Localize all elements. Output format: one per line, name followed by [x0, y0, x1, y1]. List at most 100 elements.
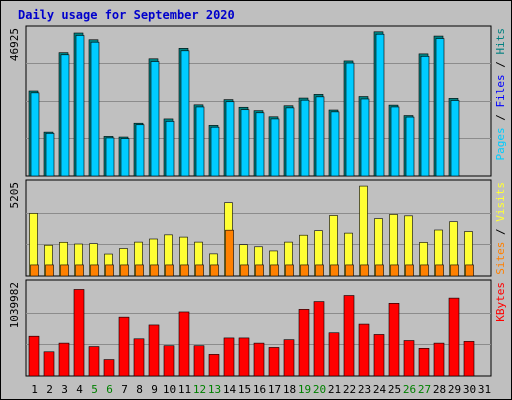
bar-sites-day-8 [135, 264, 144, 277]
bar-kbytes-day-3 [58, 342, 70, 377]
bar-files-day-29 [450, 100, 460, 177]
x-tick-day-26: 26 [403, 383, 416, 396]
bar-sites-day-25 [390, 264, 399, 277]
bar-sites-day-28 [435, 264, 444, 277]
x-tick-day-16: 16 [253, 383, 266, 396]
x-tick-day-18: 18 [283, 383, 296, 396]
bar-kbytes-day-17 [268, 347, 280, 377]
bar-kbytes-day-16 [253, 342, 265, 377]
bar-sites-day-9 [150, 264, 159, 277]
bar-kbytes-day-5 [88, 346, 100, 377]
x-tick-day-4: 4 [76, 383, 83, 396]
bar-files-day-9 [150, 61, 160, 177]
bar-kbytes-day-20 [313, 301, 325, 377]
bar-files-day-17 [270, 118, 280, 177]
bar-files-day-18 [285, 107, 295, 177]
chart-title: Daily usage for September 2020 [18, 8, 235, 22]
bar-files-day-14 [225, 101, 235, 177]
bar-sites-day-15 [240, 264, 249, 277]
bar-kbytes-day-1 [28, 335, 40, 377]
bar-sites-day-10 [165, 264, 174, 277]
legend-entry-kbytes-0: KBytes [494, 282, 507, 322]
bar-files-day-4 [75, 35, 85, 177]
legend-entry-hits-files-pages-1: / [494, 108, 507, 128]
x-tick-day-19: 19 [298, 383, 311, 396]
x-tick-day-31: 31 [478, 383, 491, 396]
panel-kbytes: 1039982 KBytes [8, 279, 507, 377]
bar-files-day-20 [315, 96, 325, 177]
bar-kbytes-day-12 [193, 345, 205, 377]
x-tick-day-11: 11 [178, 383, 191, 396]
bar-files-day-11 [180, 50, 190, 177]
x-tick-day-24: 24 [373, 383, 387, 396]
bar-sites-day-4 [75, 264, 84, 277]
bar-sites-day-16 [255, 264, 264, 277]
bar-kbytes-day-14 [223, 337, 235, 377]
bar-sites-day-22 [345, 264, 354, 277]
x-tick-day-21: 21 [328, 383, 341, 396]
bar-sites-day-12 [195, 264, 204, 277]
bar-sites-day-26 [405, 264, 414, 277]
x-tick-day-15: 15 [238, 383, 251, 396]
bar-kbytes-day-24 [373, 334, 385, 377]
bar-sites-day-20 [315, 264, 324, 277]
bar-kbytes-day-2 [43, 351, 55, 377]
bar-files-day-13 [210, 126, 220, 177]
chart-panels: 46925 Pages / Files / Hits 5205 Sites / Vis… [8, 25, 507, 377]
legend-entry-visits-sites-1: / [494, 222, 507, 242]
bar-files-day-8 [135, 124, 145, 177]
bar-kbytes-day-9 [148, 324, 160, 377]
x-tick-day-30: 30 [463, 383, 476, 396]
legend-hits-files-pages: Pages / Files / Hits [494, 28, 507, 161]
x-tick-day-20: 20 [313, 383, 326, 396]
bar-files-day-22 [345, 62, 355, 177]
bar-sites-day-27 [420, 264, 429, 277]
legend-entry-hits-files-pages-3: / [494, 55, 507, 75]
bar-files-day-12 [195, 106, 205, 177]
bar-files-day-6 [105, 137, 115, 177]
bar-kbytes-day-28 [433, 342, 445, 377]
bar-files-day-24 [375, 33, 385, 177]
bar-files-day-27 [420, 56, 430, 177]
bar-files-day-16 [255, 112, 265, 177]
bar-files-day-28 [435, 38, 445, 177]
bar-sites-day-23 [360, 264, 369, 277]
axis-max-label-kbytes: 1039982 [8, 282, 21, 328]
legend-entry-visits-sites-2: Visits [494, 182, 507, 222]
bar-kbytes-day-13 [208, 354, 220, 377]
bar-sites-day-1 [30, 264, 39, 277]
bar-kbytes-day-10 [163, 345, 175, 377]
x-tick-day-13: 13 [208, 383, 221, 396]
x-tick-labels: 1 2 3 4 5 6 7 8 9 10 11 12 13 14 15 16 17 18 19 20 21 22 23 24 2… [31, 383, 491, 396]
bar-sites-day-19 [300, 264, 309, 277]
bar-files-day-19 [300, 99, 310, 177]
x-tick-day-9: 9 [151, 383, 158, 396]
bar-files-day-1 [30, 92, 40, 177]
bar-sites-day-3 [60, 264, 69, 277]
legend-entry-hits-files-pages-4: Hits [494, 28, 507, 55]
x-tick-day-17: 17 [268, 383, 281, 396]
legend-kbytes: KBytes [494, 282, 507, 322]
axis-max-label-hits-files-pages: 46925 [8, 28, 21, 61]
bar-kbytes-day-21 [328, 332, 340, 377]
bars-kbytes [28, 289, 475, 377]
bar-kbytes-day-15 [238, 337, 250, 377]
bar-sites-day-6 [105, 264, 114, 277]
bar-files-day-23 [360, 98, 370, 177]
legend-entry-hits-files-pages-0: Pages [494, 127, 507, 160]
bar-files-day-2 [45, 133, 55, 177]
bar-sites-day-5 [90, 264, 99, 277]
bars-visits-sites [29, 185, 474, 277]
legend-visits-sites: Sites / Visits [494, 182, 507, 275]
x-tick-day-7: 7 [121, 383, 128, 396]
bar-files-day-10 [165, 121, 175, 177]
bar-files-day-15 [240, 109, 250, 177]
bar-sites-day-21 [330, 264, 339, 277]
x-tick-day-8: 8 [136, 383, 143, 396]
bar-visits-day-23 [359, 185, 368, 277]
bar-kbytes-day-23 [358, 323, 370, 377]
x-tick-day-12: 12 [193, 383, 206, 396]
bar-files-day-26 [405, 116, 415, 177]
bar-kbytes-day-11 [178, 311, 190, 377]
